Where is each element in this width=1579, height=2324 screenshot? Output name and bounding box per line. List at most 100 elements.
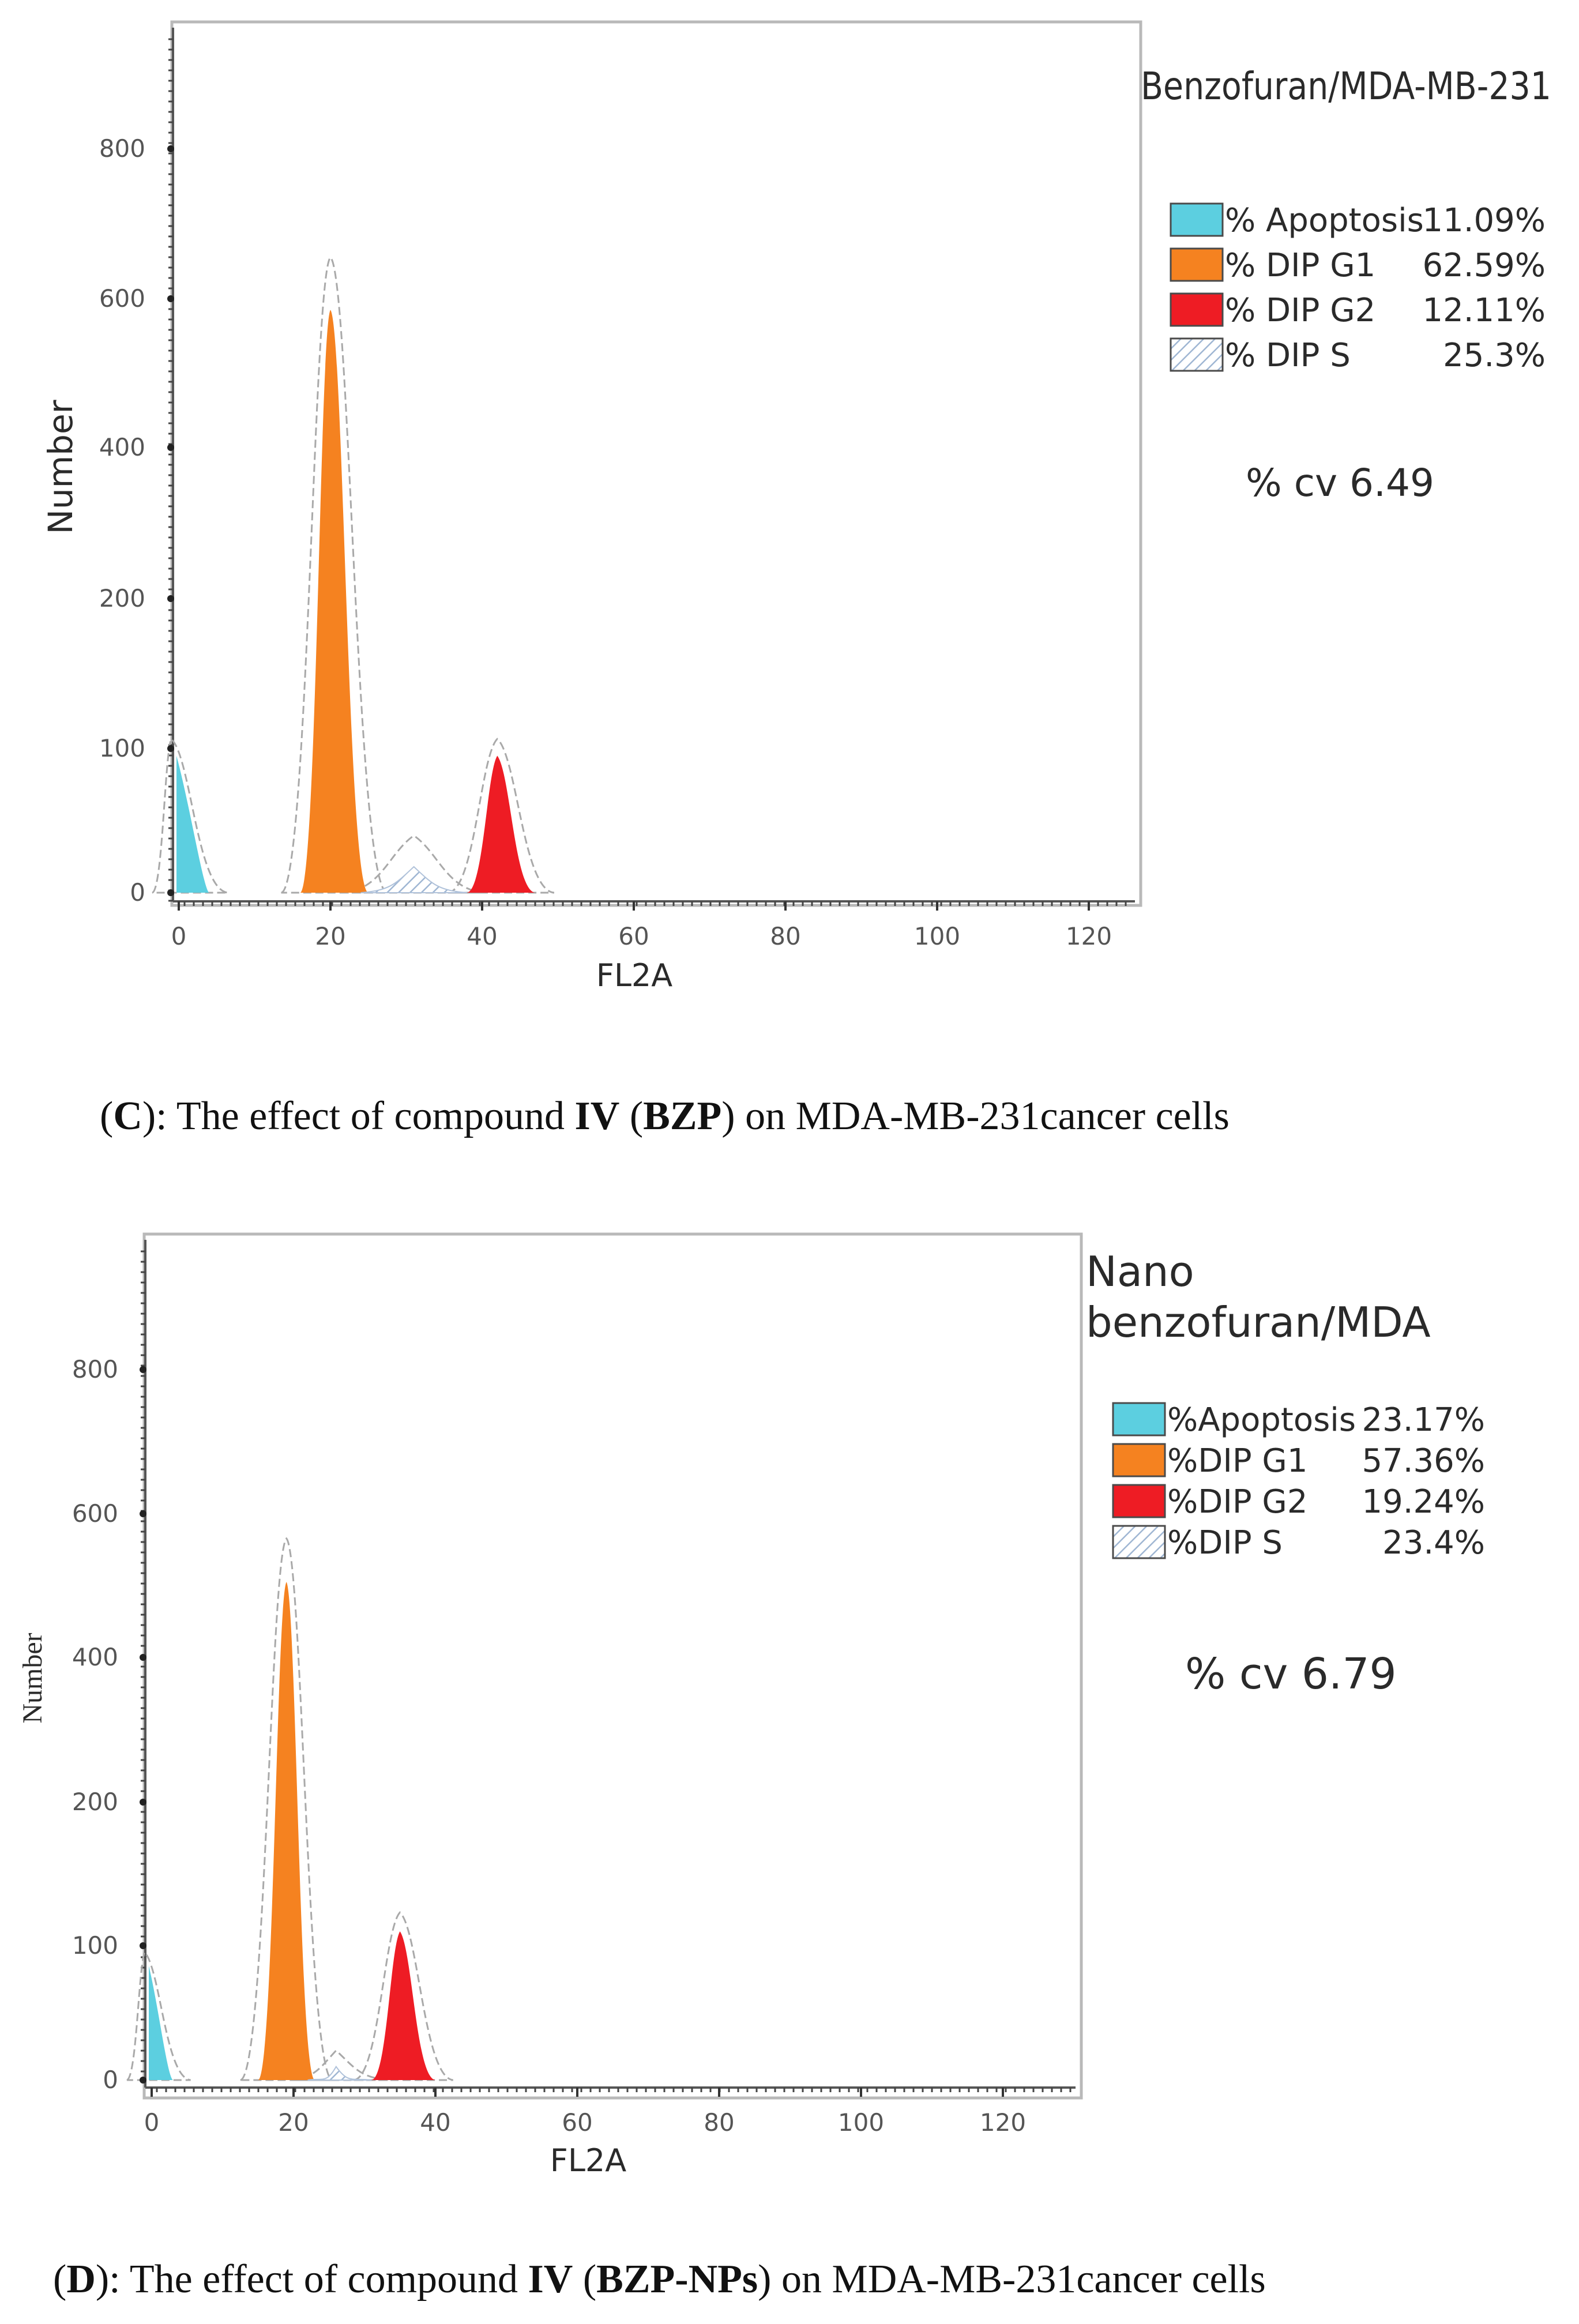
caption: (C): The effect of compound IV (BZP) on …	[100, 1094, 1230, 1138]
y-tick-label: 0	[130, 878, 145, 907]
y-tick-label: 600	[99, 284, 145, 313]
y-tick-label: 400	[99, 433, 145, 461]
cv-text: % cv 6.79	[1185, 1649, 1397, 1699]
peak-apoptosis	[176, 755, 209, 893]
y-tick-label: 800	[99, 134, 145, 163]
peak-dip-s	[307, 2065, 372, 2081]
y-axis-label: Number	[17, 1633, 48, 1723]
caption-label: C	[113, 1094, 142, 1138]
peak-outline	[239, 1537, 333, 2081]
y-major-tick	[140, 1799, 146, 1806]
y-major-tick	[140, 1654, 146, 1661]
peaks	[151, 256, 555, 894]
caption-compound: IV	[575, 1094, 620, 1138]
legend: %Apoptosis 23.17% %DIP G1 57.36% %DIP G2 19.2…	[1112, 1401, 1485, 1562]
caption: (D): The effect of compound IV (BZP-NPs)…	[53, 2257, 1266, 2302]
y-major-tick	[167, 595, 174, 602]
legend-value: 62.59%	[1422, 247, 1546, 284]
y-major-tick	[140, 1510, 146, 1517]
x-tick-label: 100	[914, 922, 960, 950]
legend-value: 23.4%	[1382, 1524, 1485, 1562]
peak-outline	[280, 256, 388, 894]
x-tick-label: 20	[315, 922, 345, 950]
legend-label: % Apoptosis	[1225, 202, 1424, 239]
panel-c: 0 20 40 60 80 100 120 0 100 200 400 600 800 FL2A Nu…	[41, 20, 1551, 1138]
legend-swatch	[1170, 247, 1224, 282]
y-major-tick	[167, 745, 174, 752]
peak-dip-g1	[258, 1582, 315, 2080]
x-tick-label: 40	[467, 922, 497, 950]
caption-text-b: (	[619, 1094, 643, 1138]
y-axis-label: Number	[41, 400, 80, 534]
x-tick-label: 0	[171, 922, 187, 950]
legend-label: %DIP G2	[1167, 1483, 1307, 1521]
x-axis-label: FL2A	[550, 2142, 627, 2179]
peak-dip-g1	[300, 310, 369, 893]
y-major-tick	[167, 295, 174, 302]
legend-label: %DIP S	[1167, 1524, 1283, 1562]
caption-paren: (	[100, 1094, 113, 1138]
x-tick-labels: 0 20 40 60 80 100 120	[171, 901, 1112, 950]
peaks	[126, 1537, 454, 2081]
legend-swatch	[1170, 337, 1224, 372]
legend-swatch	[1170, 292, 1224, 327]
legend-value: 25.3%	[1443, 337, 1546, 374]
legend-value: 23.17%	[1362, 1401, 1485, 1439]
peak-apoptosis	[149, 1965, 173, 2080]
caption-text-c: ) on MDA-MB-231cancer cells	[721, 1094, 1230, 1138]
peak-outline	[448, 738, 555, 894]
x-axis-label: FL2A	[596, 957, 673, 994]
y-major-tick	[167, 889, 174, 896]
legend-label: % DIP S	[1225, 337, 1351, 374]
peak-outline	[341, 834, 486, 894]
y-tick-label: 100	[99, 734, 145, 762]
legend-swatch	[1112, 1525, 1166, 1559]
peak-dip-g2	[371, 1931, 435, 2080]
x-tick-label: 40	[420, 2108, 450, 2137]
legend-swatch	[1112, 1484, 1166, 1518]
peak-outline	[151, 737, 228, 894]
y-tick-label: 200	[72, 1788, 118, 1816]
y-tick-label: 200	[99, 584, 145, 612]
caption-paren: (	[53, 2257, 66, 2302]
caption-text-b: (	[573, 2257, 596, 2302]
legend-value: 12.11%	[1422, 292, 1546, 329]
caption-code: BZP	[643, 1094, 721, 1138]
legend-label: % DIP G1	[1225, 247, 1375, 284]
x-tick-label: 0	[144, 2108, 160, 2137]
x-tick-label: 100	[838, 2108, 884, 2137]
x-tick-label: 80	[704, 2108, 734, 2137]
legend-swatch	[1112, 1443, 1166, 1477]
x-tick-label: 120	[1066, 922, 1112, 950]
peak-dip-g2	[467, 755, 536, 893]
legend-swatch	[1112, 1402, 1166, 1436]
y-tick-labels: 0 100 200 400 600 800	[99, 134, 174, 907]
caption-text-a: ): The effect of compound	[142, 1094, 575, 1138]
x-tick-label: 80	[770, 922, 800, 950]
peak-outline	[126, 1950, 191, 2081]
legend-value: 11.09%	[1422, 202, 1546, 239]
y-major-tick	[167, 145, 174, 152]
panel-d: 0 20 40 60 80 100 120 0 100 200 400 600 800 FL2A Nu…	[17, 1232, 1485, 2302]
y-major-tick	[140, 1366, 146, 1373]
axes	[168, 28, 1135, 906]
legend-label: % DIP G2	[1225, 292, 1375, 329]
x-tick-label: 120	[980, 2108, 1026, 2137]
legend-value: 19.24%	[1362, 1483, 1485, 1521]
y-tick-label: 100	[72, 1931, 118, 1960]
y-major-tick	[167, 444, 174, 451]
caption-label: D	[66, 2257, 96, 2302]
y-tick-label: 800	[72, 1355, 118, 1383]
chart-title-line-1: Nano	[1086, 1247, 1194, 1296]
legend-label: %Apoptosis	[1167, 1401, 1356, 1439]
axes	[141, 1240, 1076, 2092]
chart-title: Benzofuran/MDA-MB-231	[1141, 64, 1551, 108]
y-tick-labels: 0 100 200 400 600 800	[72, 1355, 146, 2094]
y-major-tick	[140, 2077, 146, 2084]
legend-swatch	[1170, 202, 1224, 237]
x-tick-label: 20	[278, 2108, 309, 2137]
chart-title-line-2: benzofuran/MDA	[1086, 1298, 1431, 1347]
caption-text-a: ): The effect of compound	[96, 2257, 528, 2302]
